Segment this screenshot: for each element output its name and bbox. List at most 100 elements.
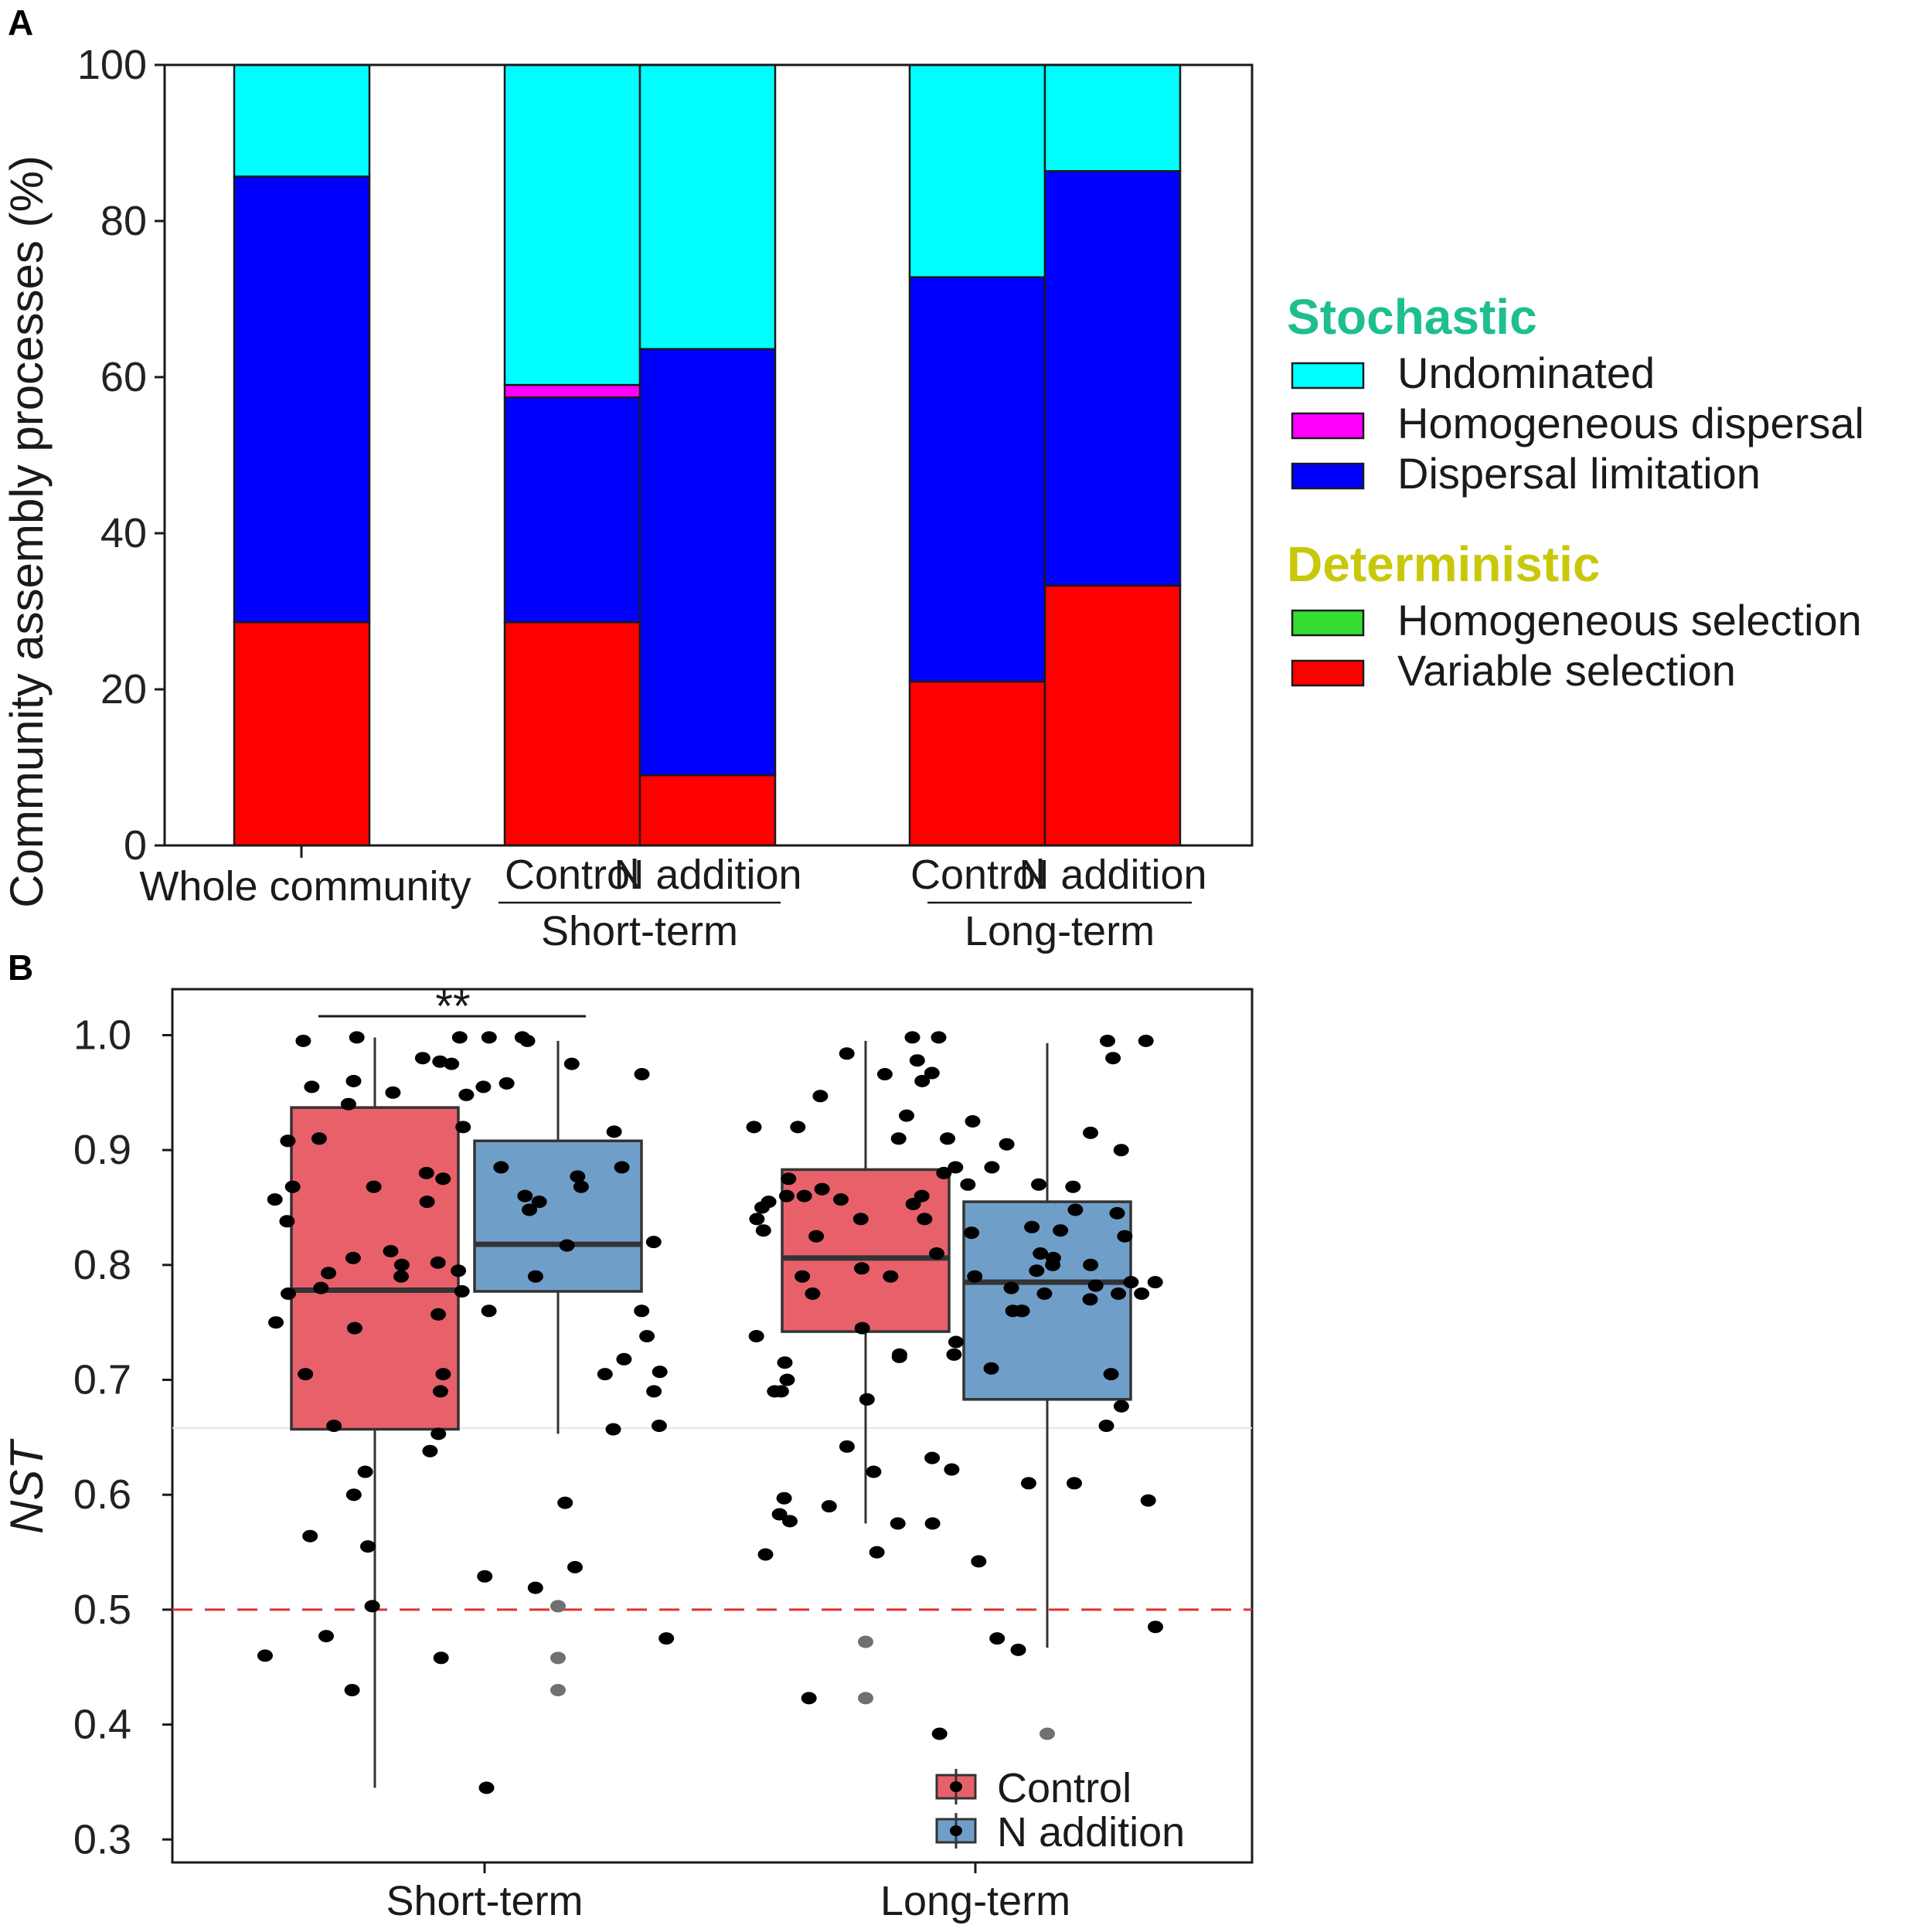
outlier-point: [550, 1600, 566, 1613]
data-point: [989, 1632, 1006, 1645]
data-point: [383, 1245, 399, 1257]
data-point: [614, 1161, 630, 1174]
data-point: [1065, 1180, 1081, 1193]
data-point: [1138, 1034, 1154, 1047]
data-point: [866, 1465, 882, 1478]
data-point: [749, 1213, 765, 1226]
bar-segment-undominated: [638, 63, 777, 350]
data-point: [366, 1180, 382, 1193]
data-point: [946, 1348, 962, 1361]
data-point: [451, 1264, 467, 1277]
data-point: [795, 1270, 811, 1283]
data-point: [944, 1463, 960, 1476]
data-point: [773, 1385, 789, 1398]
data-point: [999, 1138, 1015, 1151]
data-point: [940, 1132, 955, 1145]
data-point: [869, 1546, 885, 1559]
data-point: [971, 1555, 987, 1568]
data-point: [360, 1540, 376, 1553]
data-point: [345, 1074, 362, 1087]
data-point: [1100, 1034, 1115, 1047]
data-point: [801, 1692, 817, 1705]
data-point: [796, 1189, 812, 1202]
panel-a-bars: [233, 63, 1182, 847]
data-point: [1031, 1178, 1046, 1191]
data-point: [1020, 1477, 1036, 1490]
data-point: [914, 1074, 931, 1087]
bar-segment-homogeneous-dispersal: [503, 383, 641, 399]
data-point: [605, 1423, 621, 1436]
data-point: [931, 1031, 947, 1044]
panel-b-points: [257, 1031, 1163, 1794]
data-point: [1036, 1287, 1053, 1300]
data-point: [965, 1115, 981, 1128]
y-tick-label: 80: [100, 198, 147, 244]
data-point: [281, 1287, 296, 1300]
data-point: [475, 1080, 492, 1094]
y-tick-label: 0.4: [73, 1702, 131, 1748]
bar-segment-undominated: [503, 63, 641, 386]
data-point: [419, 1196, 435, 1209]
y-tick-label: 1.0: [73, 1012, 131, 1058]
x-label-treatment: N addition: [1019, 852, 1206, 898]
legend-point: [950, 1825, 962, 1836]
data-point: [393, 1270, 409, 1283]
data-point: [899, 1109, 914, 1122]
y-tick-label: 0.6: [73, 1471, 131, 1518]
data-point: [890, 1517, 906, 1530]
panel-a-label: A: [8, 2, 33, 43]
data-point: [1134, 1287, 1150, 1300]
data-point: [346, 1321, 362, 1335]
y-tick-label: 0: [124, 822, 147, 869]
data-point: [1109, 1206, 1125, 1219]
data-point: [493, 1161, 509, 1174]
legend-label: Variable selection: [1397, 646, 1736, 695]
data-point: [781, 1172, 797, 1185]
bar-segment-dispersal-limitation: [233, 175, 371, 624]
data-point: [634, 1068, 650, 1080]
legend-swatch: [1291, 462, 1365, 490]
data-point: [833, 1193, 849, 1206]
data-point: [651, 1420, 667, 1432]
data-point: [1003, 1281, 1019, 1294]
data-point: [430, 1256, 446, 1269]
x-label-treatment: Control: [505, 852, 639, 898]
data-point: [917, 1213, 933, 1226]
data-point: [1113, 1144, 1129, 1157]
data-point: [430, 1308, 446, 1321]
data-point: [385, 1086, 401, 1099]
data-point: [1053, 1224, 1069, 1237]
data-point: [852, 1213, 869, 1226]
data-point: [321, 1267, 337, 1280]
data-point: [326, 1420, 342, 1432]
data-point: [344, 1684, 360, 1696]
data-point: [839, 1047, 855, 1060]
data-point: [477, 1570, 493, 1583]
data-point: [777, 1356, 793, 1369]
data-point: [1083, 1126, 1098, 1139]
data-point: [839, 1440, 855, 1453]
y-tick-label: 0.5: [73, 1587, 131, 1633]
data-point: [948, 1335, 964, 1349]
x-label-period: Long-term: [880, 1878, 1070, 1924]
data-point: [1024, 1220, 1040, 1233]
data-point: [1087, 1279, 1104, 1292]
data-point: [570, 1170, 586, 1183]
legend-label: Homogeneous selection: [1397, 596, 1862, 645]
bar-segment-dispersal-limitation: [908, 276, 1046, 683]
data-point: [1105, 1052, 1121, 1065]
bar-segment-undominated: [908, 63, 1046, 278]
data-point: [522, 1203, 537, 1216]
data-point: [782, 1515, 798, 1528]
legend-label: N addition: [997, 1809, 1185, 1855]
data-point: [812, 1090, 829, 1103]
data-point: [298, 1368, 314, 1381]
data-point: [1113, 1400, 1129, 1413]
data-point: [357, 1465, 373, 1478]
data-point: [778, 1189, 795, 1202]
data-point: [658, 1632, 675, 1645]
data-point: [859, 1393, 875, 1406]
data-point: [268, 1316, 284, 1329]
